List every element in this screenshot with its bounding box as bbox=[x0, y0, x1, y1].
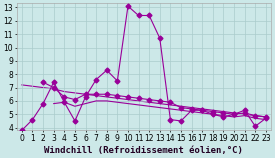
X-axis label: Windchill (Refroidissement éolien,°C): Windchill (Refroidissement éolien,°C) bbox=[45, 146, 243, 155]
